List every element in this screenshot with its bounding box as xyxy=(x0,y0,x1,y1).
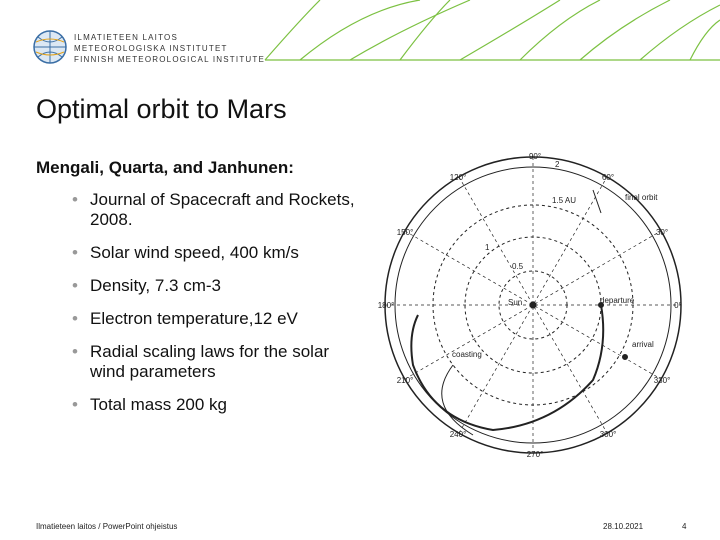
diagram-label: departure xyxy=(600,296,635,305)
page-number: 4 xyxy=(682,522,687,531)
diagram-label: 0.5 xyxy=(512,262,524,271)
subtitle: Mengali, Quarta, and Janhunen: xyxy=(36,158,294,177)
angle-label: 90° xyxy=(529,152,541,161)
angle-label: 180° xyxy=(378,301,395,310)
angle-label: 240° xyxy=(450,430,467,439)
bullet: Total mass 200 kg xyxy=(72,395,357,415)
bullet: Density, 7.3 cm-3 xyxy=(72,276,357,296)
bullet: Journal of Spacecraft and Rockets, 2008. xyxy=(72,190,357,230)
angle-label: 0° xyxy=(674,301,682,310)
angle-labels: 90° 60° 30° 0° 330° 300° 270° 240° 210° … xyxy=(378,152,682,459)
bullet: Radial scaling laws for the solar wind p… xyxy=(72,342,357,382)
bullet: Solar wind speed, 400 km/s xyxy=(72,243,357,263)
diagram-label: 1 xyxy=(485,243,490,252)
logo-text: METEOROLOGISKA INSTITUTET xyxy=(74,44,228,53)
diagram-label: Sun xyxy=(508,298,522,307)
angle-label: 60° xyxy=(602,173,614,182)
footer-date: 28.10.2021 xyxy=(603,522,644,531)
angle-label: 120° xyxy=(450,173,467,182)
angle-label: 300° xyxy=(600,430,617,439)
logo-text: ILMATIETEEN LAITOS xyxy=(74,33,178,42)
angle-label: 270° xyxy=(527,450,544,459)
logo-text: FINNISH METEOROLOGICAL INSTITUTE xyxy=(74,55,266,64)
diagram-label: final orbit xyxy=(625,193,658,202)
bullet-list: Journal of Spacecraft and Rockets, 2008.… xyxy=(72,190,357,428)
diagram-label: 1.5 AU xyxy=(552,196,576,205)
angle-label: 330° xyxy=(654,376,671,385)
bullet: Electron temperature,12 eV xyxy=(72,309,357,329)
angle-label: 210° xyxy=(397,376,414,385)
diagram-label: coasting xyxy=(452,350,482,359)
diagram-label: 2 xyxy=(555,160,560,169)
angle-label: 150° xyxy=(397,228,414,237)
orbit-diagram: 90° 60° 30° 0° 330° 300° 270° 240° 210° … xyxy=(378,152,682,459)
header-graphics xyxy=(33,0,720,64)
diagram-label: arrival xyxy=(632,340,654,349)
title: Optimal orbit to Mars xyxy=(36,94,287,124)
footer-text: Ilmatieteen laitos / PowerPoint ohjeistu… xyxy=(36,522,178,531)
angle-label: 30° xyxy=(656,228,668,237)
